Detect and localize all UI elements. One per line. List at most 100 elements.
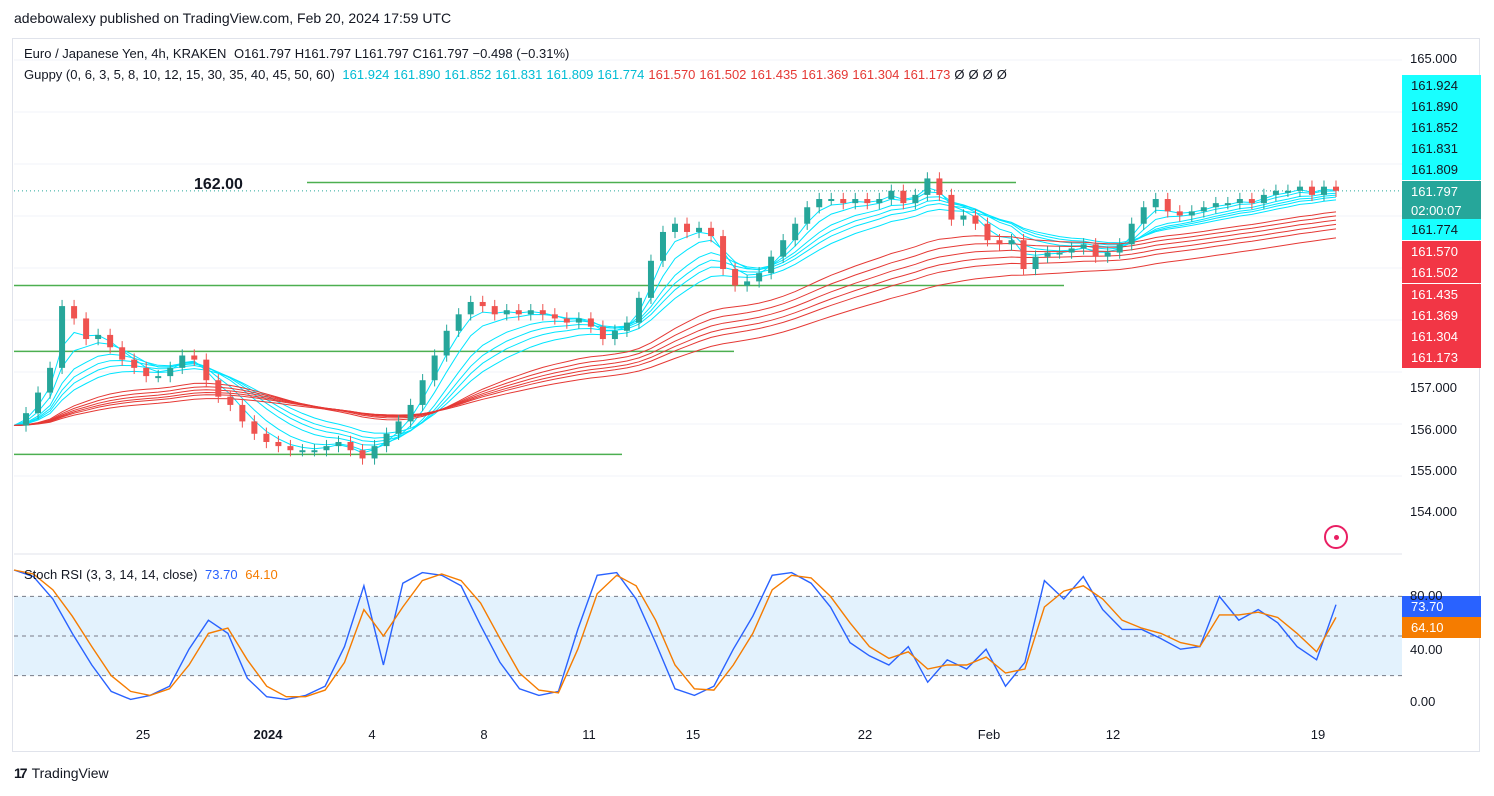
candle-body [936, 178, 943, 195]
candle-body [1200, 207, 1207, 212]
guppy-long-ema [13, 211, 1337, 426]
stoch-d-value: 64.10 [245, 567, 278, 582]
last-price-badge: 161.797 [1402, 181, 1481, 202]
candle-body [611, 330, 618, 340]
candle-body [443, 330, 450, 356]
candle-body [359, 450, 366, 459]
candle-body [311, 450, 318, 453]
candle-body [864, 199, 871, 204]
guppy-long-value: 161.570 [648, 67, 696, 82]
candle-body [299, 450, 306, 453]
candle-body [1128, 223, 1135, 245]
candle-body [239, 404, 246, 422]
stoch-axis-tick: 40.00 [1410, 642, 1443, 657]
long-ema-badge: 161.502 [1402, 262, 1481, 283]
short-ema-badge: 161.890 [1402, 96, 1481, 117]
replay-icon[interactable] [1324, 525, 1348, 549]
stoch-k-line [13, 569, 1337, 701]
candle-body [119, 347, 126, 360]
candle-body [684, 223, 691, 232]
guppy-long-ema [13, 223, 1337, 426]
candle-body [215, 380, 222, 397]
candle-body [335, 441, 342, 447]
candle-body [1116, 244, 1123, 253]
candle-body [623, 322, 630, 331]
guppy-empty-value: Ø [982, 67, 993, 82]
main-legend: Euro / Japanese Yen, 4h, KRAKEN O161.797… [24, 46, 573, 61]
candle-body [1272, 190, 1279, 195]
brand-name: TradingView [31, 765, 109, 781]
candle-body [323, 446, 330, 451]
stoch-k-value: 73.70 [205, 567, 238, 582]
candle-body [659, 231, 666, 261]
candle-body [1212, 203, 1219, 208]
time-axis-tick: 4 [368, 727, 376, 742]
stoch-d-line [13, 569, 1337, 698]
candle-body [840, 199, 847, 204]
candle-body [71, 306, 78, 319]
candle-body [1176, 211, 1183, 216]
price-axis-tick: 155.000 [1410, 463, 1457, 478]
ohlc-readout: O161.797 H161.797 L161.797 C161.797 −0.4… [233, 46, 570, 61]
candle-body [467, 301, 474, 315]
candle-body [347, 441, 354, 451]
guppy-short-value: 161.831 [495, 67, 543, 82]
candle-body [780, 240, 787, 257]
candle-body [876, 199, 883, 204]
time-axis-tick: 22 [857, 727, 873, 742]
footer-brand[interactable]: 17 TradingView [14, 765, 109, 781]
candle-body [1020, 240, 1027, 270]
candle-body [1236, 199, 1243, 204]
long-ema-badge: 161.570 [1402, 241, 1481, 262]
guppy-short-value: 161.774 [597, 67, 645, 82]
time-axis-tick: 15 [685, 727, 701, 742]
candle-body [828, 199, 835, 202]
candle-body [563, 318, 570, 323]
guppy-long-value: 161.502 [699, 67, 747, 82]
guppy-long-ema [13, 228, 1337, 426]
candle-body [1068, 248, 1075, 253]
candle-body [599, 326, 606, 340]
candle-body [948, 194, 955, 220]
candle-body [191, 355, 198, 360]
candle-body [1320, 186, 1327, 195]
candle-body [1248, 199, 1255, 204]
time-axis-tick: Feb [977, 727, 1001, 742]
candle-body [1333, 186, 1339, 191]
long-ema-badge: 161.369 [1402, 305, 1481, 326]
guppy-long-value: 161.173 [903, 67, 951, 82]
countdown-badge: 02:00:07 [1402, 200, 1481, 221]
candle-body [107, 334, 114, 348]
candle-body [179, 355, 186, 368]
guppy-long-ema [13, 219, 1337, 426]
candle-body [503, 310, 510, 315]
candle-body [708, 227, 715, 237]
candle-body [1260, 194, 1267, 204]
candle-body [371, 446, 378, 459]
candle-body [83, 318, 90, 340]
short-ema-badge: 161.924 [1402, 75, 1481, 96]
candle-body [59, 306, 66, 368]
price-axis-tick: 154.000 [1410, 504, 1457, 519]
long-ema-badge: 161.304 [1402, 326, 1481, 347]
long-ema-badge: 161.173 [1402, 347, 1481, 368]
stoch-axis-tick: 0.00 [1410, 694, 1436, 709]
candle-body [1092, 244, 1099, 257]
candle-body [251, 421, 258, 434]
published-header: adebowalexy published on TradingView.com… [14, 10, 452, 26]
guppy-long-value: 161.304 [852, 67, 900, 82]
candle-body [395, 421, 402, 434]
candle-body [1104, 252, 1111, 257]
guppy-short-ema [13, 199, 1337, 434]
level-annotation: 162.00 [194, 176, 243, 193]
guppy-long-ema [13, 237, 1337, 426]
candle-body [455, 314, 462, 331]
candle-body [756, 273, 763, 282]
candle-body [1296, 186, 1303, 191]
candle-body [155, 376, 162, 379]
guppy-short-value: 161.890 [393, 67, 441, 82]
short-ema-badge: 161.774 [1402, 219, 1481, 240]
candle-body [912, 194, 919, 204]
candle-body [1140, 207, 1147, 224]
